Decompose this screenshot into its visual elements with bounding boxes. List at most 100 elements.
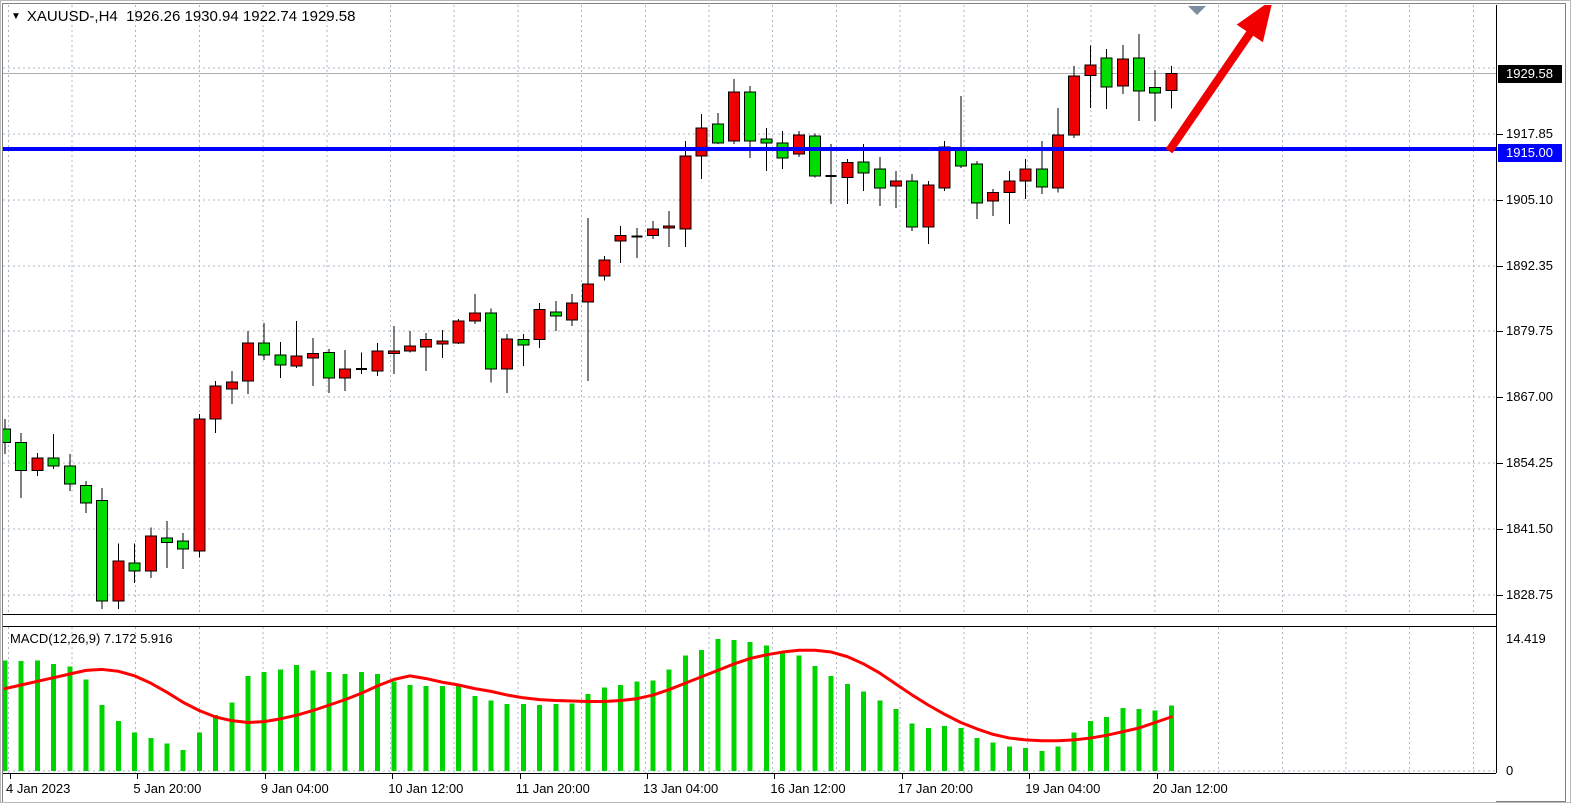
macd-histogram-bar — [375, 674, 381, 771]
macd-histogram-bar — [196, 732, 202, 771]
price-axis[interactable]: 1929.58 1915.00 14.419 0 1917.85 1905.10 1… — [1496, 5, 1565, 778]
price-axis-tick — [1497, 529, 1503, 531]
bear-candle — [711, 123, 724, 144]
macd-histogram-bar — [213, 715, 219, 771]
macd-scale-max-label: 14.419 — [1506, 631, 1546, 646]
macd-histogram-bar — [601, 687, 607, 771]
macd-histogram-bar — [83, 679, 89, 771]
time-axis-tick — [774, 774, 776, 779]
bull-candle — [614, 235, 627, 242]
macd-histogram-bar — [472, 695, 478, 771]
panel-divider[interactable] — [3, 614, 1496, 627]
macd-histogram-bar — [342, 674, 348, 771]
chart-shift-marker-icon[interactable] — [1188, 6, 1206, 15]
macd-histogram-bar — [925, 727, 931, 771]
price-axis-label: 1905.10 — [1506, 191, 1553, 207]
macd-histogram-bar — [310, 670, 316, 771]
bull-candle — [647, 228, 659, 237]
macd-histogram-bar — [67, 666, 73, 771]
bull-candle — [339, 368, 352, 379]
price-axis-tick — [1497, 595, 1503, 597]
macd-histogram-bar — [909, 723, 915, 771]
bear-candle — [517, 339, 530, 346]
price-axis-tick — [1497, 331, 1503, 333]
macd-histogram-bar — [1023, 748, 1029, 771]
macd-histogram-bar — [699, 650, 705, 771]
macd-histogram-bar — [553, 704, 559, 771]
time-axis-label: 4 Jan 2023 — [6, 781, 71, 796]
time-axis-label: 9 Jan 04:00 — [260, 781, 329, 796]
main-chart-plot[interactable] — [3, 5, 1496, 614]
time-axis-tick — [647, 774, 648, 779]
macd-histogram-bar — [164, 743, 170, 771]
macd-histogram-bar — [618, 684, 624, 771]
macd-histogram-bar — [990, 742, 996, 771]
bull-candle — [938, 146, 951, 189]
macd-histogram-bar — [1152, 710, 1158, 771]
macd-histogram-bar — [504, 704, 510, 771]
bear-candle — [1149, 87, 1162, 94]
macd-histogram-bar — [682, 655, 688, 771]
macd-histogram-bar — [877, 700, 883, 771]
macd-histogram-bar — [844, 684, 850, 771]
bull-candle — [436, 340, 449, 345]
trend-arrow[interactable] — [1165, 5, 1273, 154]
time-axis-tick — [392, 774, 394, 779]
bear-candle — [63, 465, 76, 485]
macd-panel-plot[interactable] — [3, 627, 1496, 773]
bear-candle — [744, 91, 757, 142]
price-axis-tick — [1497, 199, 1503, 201]
macd-histogram-bar — [407, 684, 413, 771]
price-axis-tick — [1497, 463, 1503, 465]
macd-histogram-bar — [893, 708, 899, 771]
price-axis-label: 1841.50 — [1506, 521, 1553, 537]
symbol-marker-icon: ▼ — [11, 11, 21, 22]
price-axis-label: 1879.75 — [1506, 323, 1553, 339]
macd-histogram-bar — [229, 702, 235, 771]
price-axis-label: 1867.00 — [1506, 389, 1553, 405]
macd-histogram-bar — [132, 732, 138, 771]
macd-histogram-bar — [634, 681, 640, 771]
macd-histogram-bar — [326, 672, 332, 771]
bull-candle — [501, 338, 514, 370]
bull-candle — [112, 560, 125, 602]
macd-histogram-bar — [391, 681, 397, 771]
macd-histogram-bar — [423, 685, 429, 771]
bear-candle — [47, 457, 60, 467]
bull-candle — [1052, 134, 1064, 189]
bear-candle — [549, 311, 562, 317]
bull-candle — [209, 385, 222, 420]
bid-price-box: 1929.58 — [1498, 65, 1562, 83]
macd-histogram-bar — [1071, 732, 1077, 771]
macd-histogram-bar — [747, 641, 753, 771]
bear-candle — [96, 500, 109, 602]
bear-candle — [274, 354, 287, 366]
bull-candle — [695, 127, 708, 157]
macd-signal-line — [3, 648, 1173, 743]
bull-candle — [663, 225, 676, 229]
bull-candle — [306, 353, 319, 359]
bear-candle — [1133, 57, 1145, 92]
bear-candle — [857, 161, 870, 174]
bull-candle — [1068, 75, 1081, 136]
bear-candle — [15, 442, 28, 472]
bull-candle — [371, 350, 384, 372]
time-axis-tick — [1029, 774, 1031, 779]
time-axis-tick — [264, 774, 266, 779]
bear-candle — [954, 149, 967, 167]
bull-candle — [841, 162, 854, 179]
bull-candle — [598, 259, 611, 277]
macd-histogram-bar — [569, 703, 575, 771]
bull-candle — [290, 355, 303, 367]
price-axis-label: 1854.25 — [1506, 455, 1553, 471]
time-axis-tick — [10, 774, 11, 779]
time-axis-tick — [901, 774, 903, 779]
bull-candle — [728, 91, 740, 142]
time-axis-tick — [1156, 774, 1158, 779]
time-axis[interactable]: 4 Jan 2023 5 Jan 20:00 9 Jan 04:00 10 Jan 1… — [3, 773, 1496, 802]
bull-candle — [193, 418, 206, 552]
price-axis-tick — [1497, 265, 1503, 267]
macd-histogram-bar — [666, 669, 672, 771]
bear-candle — [906, 180, 919, 228]
